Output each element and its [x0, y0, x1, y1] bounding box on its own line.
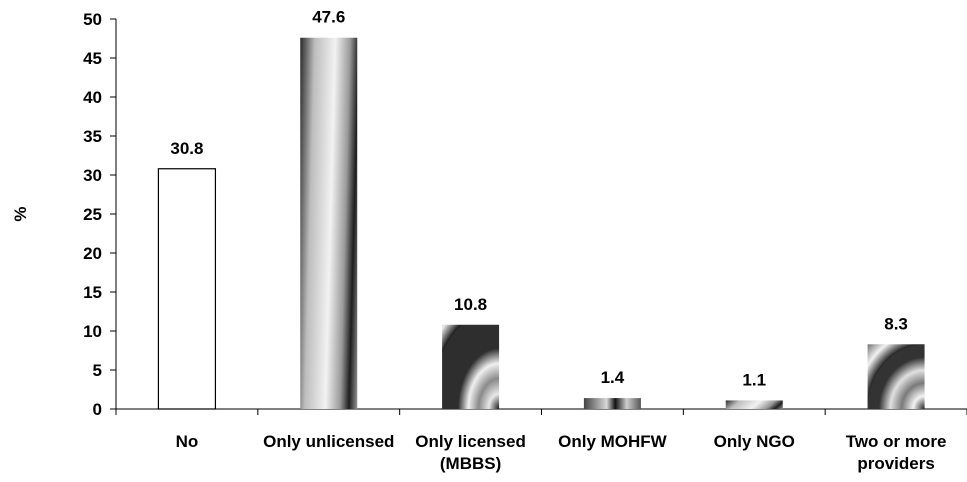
y-tick-label: 15	[83, 283, 102, 302]
y-tick-label: 0	[93, 400, 102, 419]
data-labels: 30.8 47.6 10.8 1.4 1.1 8.3	[170, 8, 908, 390]
x-category-label: No	[176, 432, 199, 451]
x-category-label: Only MOHFW	[558, 432, 668, 451]
x-category-label: Only NGO	[714, 432, 795, 451]
y-tick-label: 30	[83, 166, 102, 185]
data-label: 10.8	[454, 295, 487, 314]
y-tick-label: 25	[83, 205, 102, 224]
bar	[300, 37, 358, 409]
y-tick-label: 50	[83, 10, 102, 29]
y-axis: 0 5 10 15 20 25 30 35 40 45 50	[83, 10, 117, 419]
bar	[157, 168, 217, 410]
data-label: 8.3	[884, 314, 908, 333]
bar	[725, 400, 783, 409]
y-tick-label: 35	[83, 127, 102, 146]
data-label: 1.1	[742, 370, 766, 389]
y-tick-label: 45	[83, 49, 102, 68]
x-axis: No Only unlicensed Only licensed (MBBS) Only…	[115, 408, 967, 473]
y-tick-label: 5	[93, 361, 102, 380]
bars	[157, 37, 925, 410]
y-axis-title: %	[11, 206, 30, 221]
x-category-label: Only unlicensed	[263, 432, 394, 451]
data-label: 30.8	[170, 139, 203, 158]
y-tick-label: 20	[83, 244, 102, 263]
x-category-label: (MBBS)	[440, 454, 501, 473]
bar	[442, 324, 500, 409]
x-category-label: providers	[857, 454, 934, 473]
y-tick-label: 10	[83, 322, 102, 341]
data-label: 47.6	[312, 8, 345, 27]
bar	[583, 398, 641, 409]
y-tick-label: 40	[83, 88, 102, 107]
x-category-label: Two or more	[846, 432, 947, 451]
bar	[867, 344, 925, 409]
data-label: 1.4	[601, 368, 625, 387]
x-category-label: Only licensed	[415, 432, 526, 451]
